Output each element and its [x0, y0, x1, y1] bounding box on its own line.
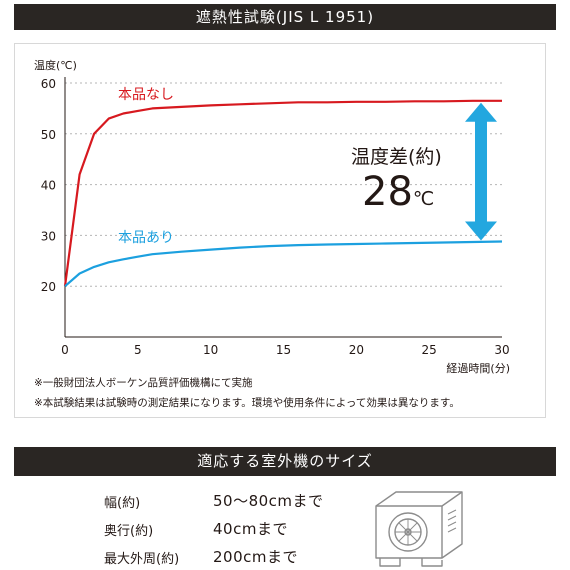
size-value-depth: 40cmまで — [213, 520, 288, 538]
size-section-bar: 適応する室外機のサイズ — [14, 447, 556, 476]
x-axis-label: 経過時間(分) — [446, 362, 510, 375]
y-axis-label: 温度(℃) — [34, 58, 77, 72]
temperature-difference-unit: ℃ — [412, 188, 435, 210]
x-tick-label-25: 25 — [422, 343, 437, 357]
x-tick-label-10: 10 — [203, 343, 218, 357]
temperature-difference-arrow — [465, 102, 497, 241]
x-tick-label-5: 5 — [134, 343, 142, 357]
test-title-bar: 遮熱性試験(JIS L 1951) — [14, 4, 556, 30]
temperature-difference-label: 温度差(約) — [351, 146, 442, 168]
test-title: 遮熱性試験(JIS L 1951) — [195, 8, 375, 26]
size-label-depth: 奥行(約) — [104, 524, 154, 539]
size-section-title: 適応する室外機のサイズ — [197, 452, 373, 470]
note-disclaimer: ※本試験結果は試験時の測定結果になります。環境や使用条件によって効果は異なります… — [34, 397, 460, 409]
y-tick-label-30: 30 — [41, 229, 56, 243]
outdoor-unit-icon — [375, 491, 463, 567]
size-label-perimeter: 最大外周(約) — [104, 552, 180, 567]
chart-frame — [14, 43, 546, 418]
temperature-chart: 20 30 40 50 60 0 5 10 15 20 25 30 温度(℃) 経過時間(分) 本品なし本品… — [34, 58, 510, 375]
series-label-1: 本品なし — [118, 87, 174, 103]
series-line-2 — [64, 240, 503, 288]
y-tick-label-50: 50 — [41, 128, 56, 142]
temperature-difference-number: 28 — [362, 169, 413, 215]
size-label-width: 幅(約) — [104, 496, 141, 511]
size-value-width: 50〜80cmまで — [213, 492, 324, 510]
x-tick-label-30: 30 — [494, 343, 509, 357]
series-line-1 — [63, 99, 502, 287]
y-tick-label-40: 40 — [41, 179, 56, 193]
series-label-2: 本品あり — [118, 230, 174, 246]
y-tick-label-20: 20 — [41, 280, 56, 294]
size-value-perimeter: 200cmまで — [213, 548, 298, 566]
note-testing-body: ※一般財団法人ボーケン品質評価機構にて実施 — [34, 377, 253, 389]
y-tick-label-60: 60 — [41, 77, 56, 91]
x-tick-label-15: 15 — [276, 343, 291, 357]
x-tick-label-20: 20 — [349, 343, 364, 357]
temperature-difference-value: 28℃ — [362, 169, 434, 215]
x-tick-label-0: 0 — [61, 343, 69, 357]
